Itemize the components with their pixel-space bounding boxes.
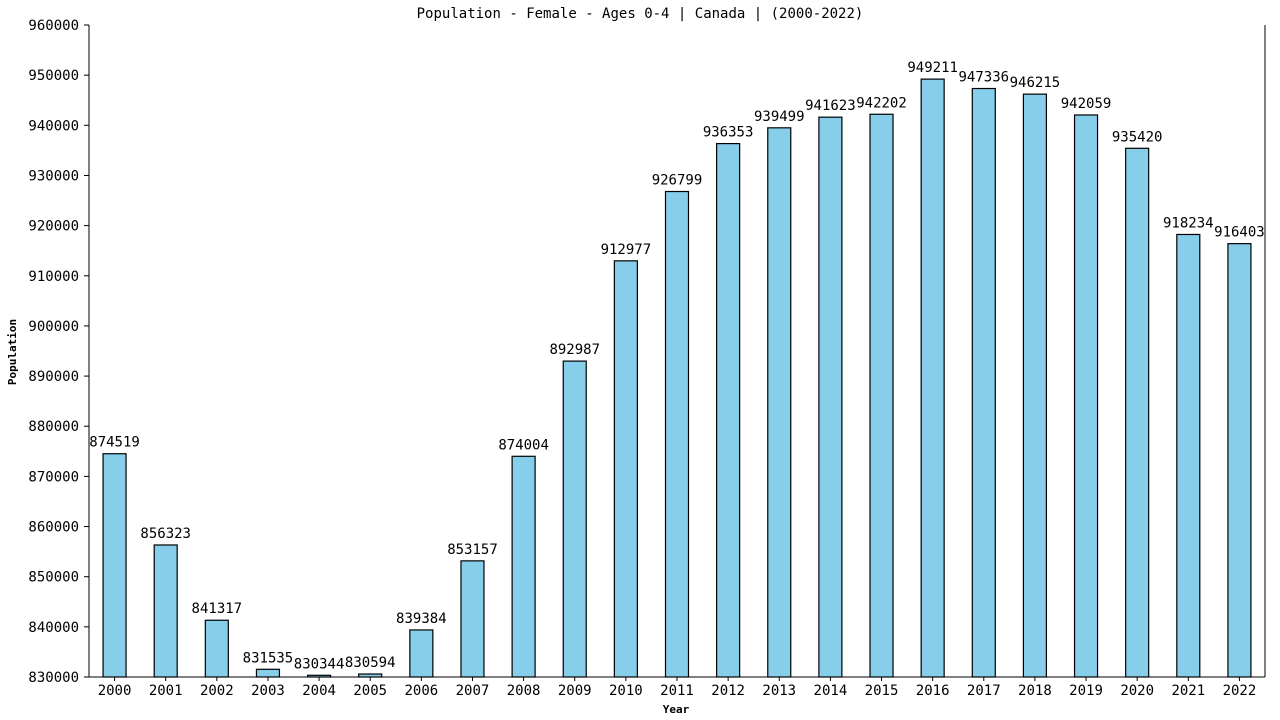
x-tick-label: 2010	[609, 683, 643, 699]
x-tick-label: 2019	[1069, 683, 1103, 699]
x-tick-label: 2009	[558, 683, 592, 699]
x-tick-label: 2002	[200, 683, 234, 699]
data-label-2006: 839384	[396, 611, 447, 627]
y-tick-label: 910000	[28, 269, 79, 285]
bar-2016	[920, 78, 945, 678]
data-label-2021: 918234	[1163, 215, 1214, 231]
x-tick-label: 2017	[967, 683, 1001, 699]
data-label-2013: 939499	[754, 109, 805, 125]
data-label-2001: 856323	[140, 526, 191, 542]
data-label-2009: 892987	[549, 342, 600, 358]
x-tick-label: 2000	[98, 683, 132, 699]
chart-title: Population - Female - Ages 0-4 | Canada …	[417, 6, 864, 22]
bar-2006	[409, 629, 434, 678]
y-tick-label: 850000	[28, 570, 79, 586]
x-axis-label: Year	[663, 703, 690, 716]
y-tick-label: 930000	[28, 168, 79, 184]
data-label-2014: 941623	[805, 98, 856, 114]
data-label-2015: 942202	[856, 95, 907, 111]
x-tick-label: 2020	[1120, 683, 1154, 699]
data-label-2002: 841317	[192, 601, 243, 617]
y-tick-label: 960000	[28, 18, 79, 34]
x-tick-label: 2006	[404, 683, 438, 699]
y-tick-label: 870000	[28, 469, 79, 485]
bar-2012	[716, 142, 741, 678]
bar-2019	[1073, 114, 1099, 678]
bar-2003	[255, 668, 281, 678]
bar-2022	[1227, 243, 1252, 678]
data-label-2010: 912977	[601, 242, 652, 258]
bar-2013	[767, 127, 792, 678]
x-tick-label: 2007	[456, 683, 490, 699]
x-tick-label: 2005	[353, 683, 387, 699]
bar-2018	[1022, 93, 1048, 678]
data-label-2003: 831535	[243, 650, 294, 666]
y-tick-label: 840000	[28, 620, 79, 636]
bar-2000	[102, 453, 127, 678]
data-label-2016: 949211	[907, 60, 958, 76]
data-label-2018: 946215	[1010, 75, 1061, 91]
x-tick-label: 2022	[1223, 683, 1257, 699]
bars-group	[102, 78, 1252, 678]
x-tick-label: 2011	[660, 683, 694, 699]
x-tick-label: 2001	[149, 683, 183, 699]
x-tick-label: 2008	[507, 683, 541, 699]
x-tick-label: 2004	[302, 683, 336, 699]
data-label-2008: 874004	[498, 437, 549, 453]
data-label-2020: 935420	[1112, 129, 1163, 145]
bar-2007	[460, 560, 485, 678]
x-tick-label: 2016	[916, 683, 950, 699]
x-tick-label: 2003	[251, 683, 285, 699]
y-tick-label: 880000	[28, 419, 79, 435]
data-label-2019: 942059	[1061, 96, 1112, 112]
bar-2015	[869, 113, 894, 678]
bar-2017	[971, 87, 996, 678]
y-tick-label: 900000	[28, 319, 79, 335]
x-axis: 2000 2001 2002 2003 2004 2005 2006 2007 2008 2009…	[89, 25, 1266, 699]
y-tick-label: 920000	[28, 219, 79, 235]
data-label-2011: 926799	[652, 173, 703, 189]
bar-2008	[511, 455, 536, 678]
x-tick-label: 2014	[814, 683, 848, 699]
x-tick-label: 2021	[1171, 683, 1205, 699]
data-labels-group: 874519 856323 841317 831535 830344 830594 8393…	[89, 60, 1264, 672]
bar-2009	[562, 360, 587, 678]
x-tick-label: 2015	[865, 683, 899, 699]
data-label-2022: 916403	[1214, 225, 1265, 241]
y-axis-label: Population	[6, 319, 19, 385]
data-label-2000: 874519	[89, 435, 140, 451]
y-axis: 830000 840000 850000 860000 870000 880000 8900…	[28, 18, 90, 686]
data-label-2012: 936353	[703, 125, 754, 141]
x-tick-label: 2018	[1018, 683, 1052, 699]
data-label-2007: 853157	[447, 542, 498, 558]
bar-2002	[204, 619, 229, 678]
bar-2004	[306, 674, 332, 678]
data-label-2004: 830344	[294, 656, 345, 672]
bar-2014	[818, 116, 843, 678]
bar-2021	[1176, 233, 1201, 678]
bar-2020	[1125, 147, 1150, 678]
data-label-2005: 830594	[345, 655, 396, 671]
bar-2011	[664, 190, 690, 678]
bar-2010	[613, 260, 638, 678]
bar-2005	[358, 673, 383, 678]
y-tick-label: 950000	[28, 68, 79, 84]
y-tick-label: 890000	[28, 369, 79, 385]
y-tick-label: 830000	[28, 670, 79, 686]
y-tick-label: 860000	[28, 520, 79, 536]
x-tick-label: 2012	[711, 683, 745, 699]
bar-2001	[153, 544, 178, 678]
data-label-2017: 947336	[958, 70, 1009, 86]
x-tick-label: 2013	[762, 683, 796, 699]
y-tick-label: 940000	[28, 118, 79, 134]
